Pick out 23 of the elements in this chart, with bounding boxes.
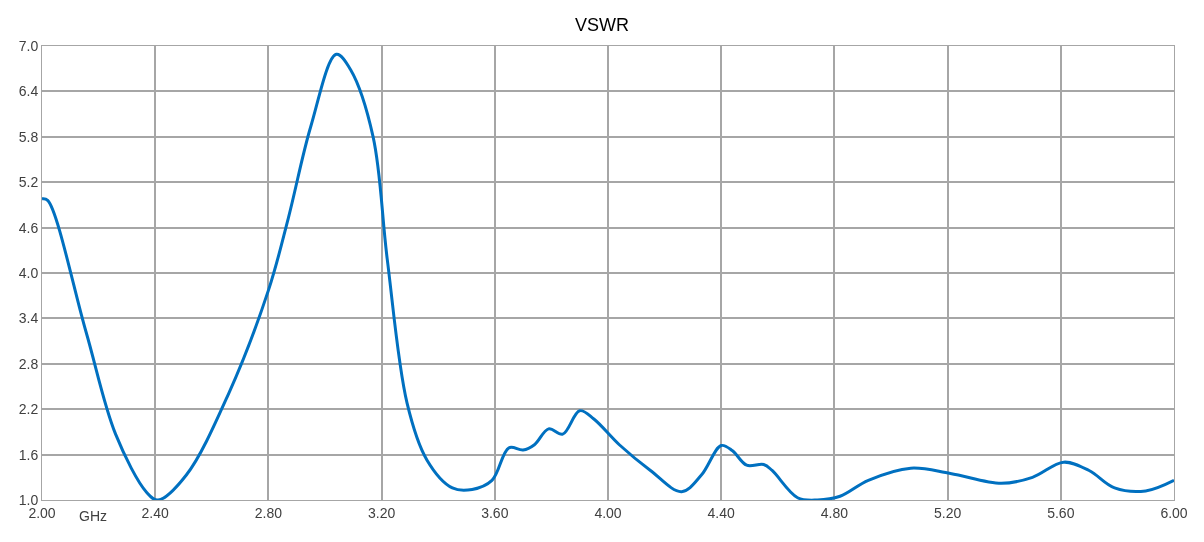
x-tick-label: 3.20: [367, 504, 396, 521]
x-tick-label: 4.80: [820, 504, 849, 521]
line-series: [42, 52, 1174, 500]
y-tick-label: 4.6: [18, 219, 39, 236]
chart-title: VSWR: [575, 14, 629, 35]
y-tick-label: 7.0: [18, 37, 39, 54]
x-tick-label: 4.00: [594, 504, 622, 521]
x-tick-label: 5.60: [1047, 504, 1075, 521]
y-tick-label: 5.2: [18, 174, 39, 191]
y-tick-label: 4.0: [18, 264, 39, 281]
y-tick-label: 6.4: [18, 83, 39, 100]
x-tick-label: 4.40: [707, 504, 736, 521]
x-tick-label: 2.80: [254, 504, 283, 521]
y-tick-label: 2.2: [18, 401, 39, 418]
y-tick-label: 1.6: [18, 446, 39, 463]
y-tick-label: 5.8: [18, 128, 39, 145]
x-tick-label: 3.60: [481, 504, 509, 521]
x-tick-label: 5.20: [933, 504, 962, 521]
x-axis-title: GHz: [79, 508, 107, 524]
y-tick-label: 3.4: [18, 310, 39, 327]
x-tick-label: 6.00: [1160, 504, 1188, 521]
y-tick-label: 2.8: [18, 355, 39, 372]
x-tick-label: 2.40: [141, 504, 170, 521]
